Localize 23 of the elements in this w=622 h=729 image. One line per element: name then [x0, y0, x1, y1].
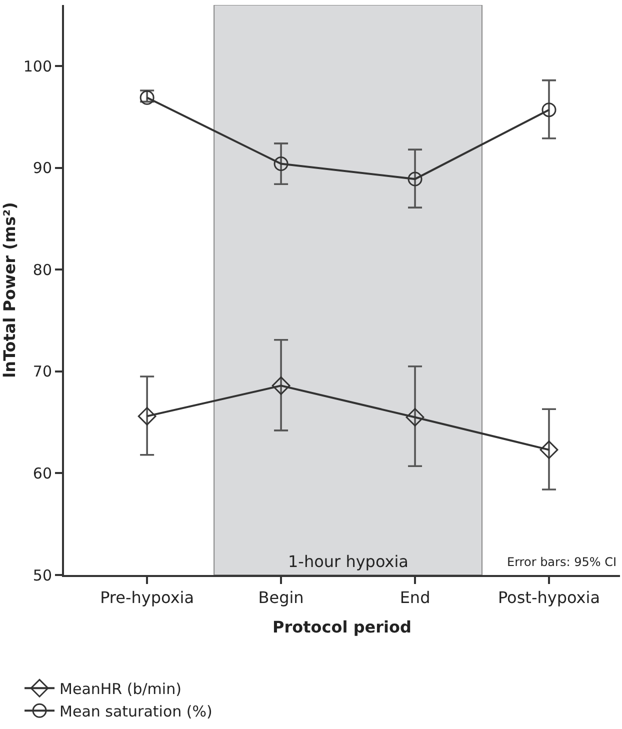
x-axis-title: Protocol period — [272, 617, 412, 636]
y-tick-label: 60 — [32, 464, 52, 482]
band-label: 1-hour hypoxia — [288, 552, 408, 571]
x-tick-label: Post-hypoxia — [498, 588, 600, 608]
x-tick-label: Begin — [258, 588, 304, 608]
x-tick-label: End — [400, 588, 430, 608]
y-tick-label: 70 — [32, 362, 52, 381]
legend-label: MeanHR (b/min) — [60, 680, 182, 698]
y-tick-label: 90 — [32, 159, 52, 178]
point — [272, 376, 290, 395]
legend-label: Mean saturation (%) — [60, 702, 212, 720]
x-tick-label: Pre-hypoxia — [100, 588, 194, 608]
y-tick-label: 80 — [32, 260, 52, 279]
point — [274, 156, 288, 172]
point — [138, 407, 156, 426]
y-tick-label: 100 — [23, 57, 52, 76]
y-axis-title: lnTotal Power (ms²) — [0, 202, 19, 378]
y-tick-label: 50 — [32, 566, 52, 584]
point — [542, 102, 556, 118]
point — [540, 440, 558, 459]
point — [408, 172, 422, 186]
point — [406, 408, 424, 426]
annotation: Error bars: 95% CI — [507, 555, 616, 569]
